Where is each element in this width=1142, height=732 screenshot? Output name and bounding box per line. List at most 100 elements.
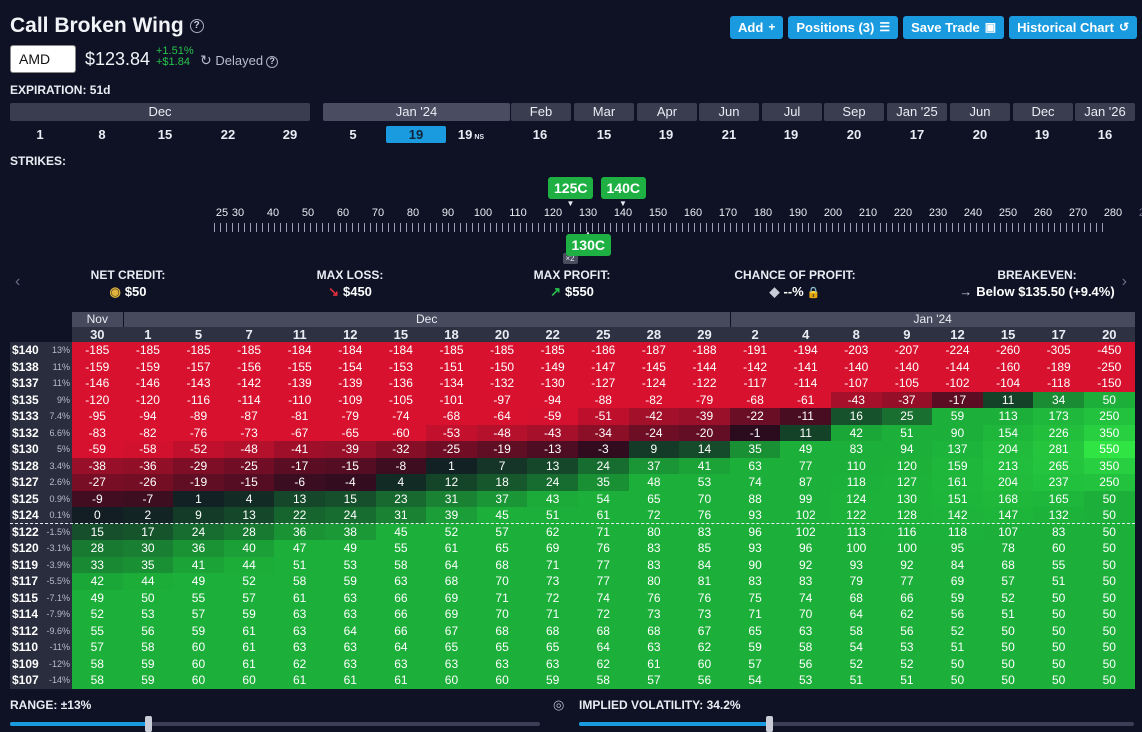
pnl-cell[interactable]: 56 (122, 622, 174, 639)
pnl-cell[interactable]: 7 (476, 457, 528, 474)
pnl-cell[interactable]: 100 (831, 540, 882, 557)
pnl-cell[interactable]: -107 (831, 375, 882, 392)
pnl-cell[interactable]: -4 (325, 474, 376, 491)
pnl-cell[interactable]: 102 (780, 523, 831, 540)
pnl-cell[interactable]: -153 (375, 358, 427, 375)
strike-leg-140c[interactable]: 140C (600, 177, 646, 199)
pnl-cell[interactable]: 250 (1084, 408, 1135, 425)
pnl-cell[interactable]: -87 (223, 408, 275, 425)
pnl-cell[interactable]: 24 (173, 523, 224, 540)
pnl-cell[interactable]: 67 (679, 622, 730, 639)
pnl-cell[interactable]: 15 (72, 523, 123, 540)
pnl-cell[interactable]: -41 (274, 441, 325, 458)
pnl-cell[interactable]: -134 (426, 375, 477, 392)
pnl-cell[interactable]: 95 (932, 540, 983, 557)
pnl-cell[interactable]: 61 (274, 672, 325, 689)
pnl-cell[interactable]: 58 (831, 622, 882, 639)
pnl-cell[interactable]: -32 (375, 441, 427, 458)
pnl-cell[interactable]: 63 (628, 639, 680, 656)
strike-axis[interactable] (214, 223, 1104, 232)
pnl-cell[interactable]: 28 (72, 540, 123, 557)
pnl-cell[interactable]: 71 (527, 556, 578, 573)
ticker-input[interactable]: AMD (10, 45, 76, 73)
pnl-cell[interactable]: 35 (729, 441, 781, 458)
pnl-cell[interactable]: 44 (223, 556, 275, 573)
pnl-cell[interactable]: -79 (325, 408, 376, 425)
pnl-cell[interactable]: 42 (831, 424, 882, 441)
pnl-cell[interactable]: 56 (780, 655, 831, 672)
pnl-cell[interactable]: 85 (679, 540, 730, 557)
pnl-cell[interactable]: -68 (729, 391, 781, 408)
pnl-cell[interactable]: -3 (578, 441, 629, 458)
pnl-cell[interactable]: 118 (831, 474, 882, 491)
pnl-cell[interactable]: -147 (578, 358, 629, 375)
pnl-cell[interactable]: 77 (578, 573, 629, 590)
pnl-cell[interactable]: -142 (223, 375, 275, 392)
pnl-cell[interactable]: 57 (628, 672, 680, 689)
pnl-cell[interactable]: 63 (729, 457, 781, 474)
pnl-cell[interactable]: 30 (122, 540, 174, 557)
pnl-cell[interactable]: 53 (122, 606, 174, 623)
pnl-cell[interactable]: 57 (982, 573, 1034, 590)
pnl-cell[interactable]: -9 (72, 490, 123, 507)
pnl-cell[interactable]: -139 (325, 375, 376, 392)
pnl-cell[interactable]: 68 (831, 589, 882, 606)
chevron-right-icon[interactable]: › (1121, 273, 1127, 290)
pnl-cell[interactable]: 63 (274, 606, 325, 623)
pnl-cell[interactable]: -124 (628, 375, 680, 392)
pnl-cell[interactable]: -53 (426, 424, 477, 441)
pnl-cell[interactable]: 51 (932, 639, 983, 656)
pnl-cell[interactable]: 102 (780, 507, 831, 524)
pnl-cell[interactable]: -101 (426, 391, 477, 408)
pnl-cell[interactable]: 71 (476, 589, 528, 606)
pnl-cell[interactable]: 55 (1033, 556, 1084, 573)
pnl-cell[interactable]: 124 (831, 490, 882, 507)
pnl-cell[interactable]: 49 (72, 589, 123, 606)
pnl-cell[interactable]: -151 (426, 358, 477, 375)
refresh-icon[interactable]: ↻ (200, 52, 212, 68)
pnl-cell[interactable]: -184 (375, 342, 427, 359)
pnl-cell[interactable]: -139 (274, 375, 325, 392)
pnl-cell[interactable]: 61 (375, 672, 427, 689)
pnl-cell[interactable]: -36 (122, 457, 174, 474)
pnl-cell[interactable]: 80 (628, 573, 680, 590)
pnl-cell[interactable]: -143 (173, 375, 224, 392)
pnl-cell[interactable]: -117 (729, 375, 781, 392)
pnl-cell[interactable]: 0 (72, 507, 123, 524)
pnl-cell[interactable]: 59 (527, 672, 578, 689)
pnl-cell[interactable]: 50 (1084, 672, 1135, 689)
pnl-cell[interactable]: -89 (173, 408, 224, 425)
pnl-cell[interactable]: -149 (527, 358, 578, 375)
pnl-cell[interactable]: 71 (578, 523, 629, 540)
pnl-cell[interactable]: 24 (527, 474, 578, 491)
pnl-cell[interactable]: 62 (679, 639, 730, 656)
expiration-day-2[interactable]: 15 (157, 127, 173, 142)
pnl-cell[interactable]: 50 (1033, 655, 1084, 672)
pnl-cell[interactable]: -260 (982, 342, 1034, 359)
pnl-cell[interactable]: 60 (173, 655, 224, 672)
pnl-cell[interactable]: 113 (982, 408, 1034, 425)
pnl-cell[interactable]: -157 (173, 358, 224, 375)
pnl-cell[interactable]: 120 (881, 457, 933, 474)
pnl-cell[interactable]: -79 (679, 391, 730, 408)
expiration-day-3[interactable]: 22 (220, 127, 236, 142)
pnl-cell[interactable]: 62 (578, 655, 629, 672)
pnl-cell[interactable]: 56 (932, 606, 983, 623)
pnl-cell[interactable]: 31 (426, 490, 477, 507)
pnl-cell[interactable]: 47 (274, 540, 325, 557)
pnl-cell[interactable]: 96 (780, 540, 831, 557)
pnl-cell[interactable]: 14 (679, 441, 730, 458)
pnl-cell[interactable]: 50 (1033, 672, 1084, 689)
pnl-cell[interactable]: -136 (375, 375, 427, 392)
pnl-cell[interactable]: 36 (274, 523, 325, 540)
pnl-cell[interactable]: -191 (729, 342, 781, 359)
pnl-cell[interactable]: -42 (628, 408, 680, 425)
pnl-cell[interactable]: 68 (527, 622, 578, 639)
pnl-cell[interactable]: 52 (982, 589, 1034, 606)
pnl-cell[interactable]: -34 (578, 424, 629, 441)
pnl-cell[interactable]: 49 (325, 540, 376, 557)
pnl-cell[interactable]: -118 (1033, 375, 1084, 392)
pnl-cell[interactable]: 13 (274, 490, 325, 507)
pnl-cell[interactable]: 63 (527, 655, 578, 672)
pnl-cell[interactable]: -11 (780, 408, 831, 425)
